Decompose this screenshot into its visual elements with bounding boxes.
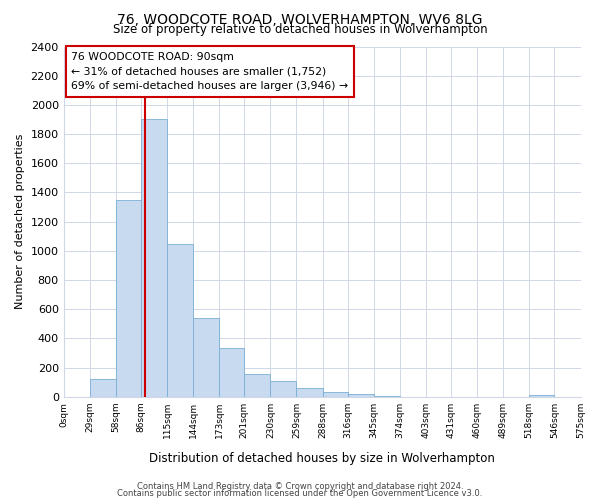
Bar [271,381,296,397]
Bar [529,394,554,397]
Text: Size of property relative to detached houses in Wolverhampton: Size of property relative to detached ho… [113,22,487,36]
Bar [141,120,167,397]
Bar [116,200,141,397]
Text: Contains public sector information licensed under the Open Government Licence v3: Contains public sector information licen… [118,489,482,498]
Text: Contains HM Land Registry data © Crown copyright and database right 2024.: Contains HM Land Registry data © Crown c… [137,482,463,491]
Bar [193,318,219,397]
Bar [323,392,348,397]
Text: 76 WOODCOTE ROAD: 90sqm
← 31% of detached houses are smaller (1,752)
69% of semi: 76 WOODCOTE ROAD: 90sqm ← 31% of detache… [71,52,349,92]
Y-axis label: Number of detached properties: Number of detached properties [15,134,25,310]
Text: 76, WOODCOTE ROAD, WOLVERHAMPTON, WV6 8LG: 76, WOODCOTE ROAD, WOLVERHAMPTON, WV6 8L… [117,12,483,26]
Bar [244,374,271,397]
Bar [90,378,116,397]
Bar [167,244,193,397]
Bar [348,394,374,397]
Bar [296,388,323,397]
Bar [219,348,244,397]
X-axis label: Distribution of detached houses by size in Wolverhampton: Distribution of detached houses by size … [149,452,495,465]
Bar [374,396,400,397]
